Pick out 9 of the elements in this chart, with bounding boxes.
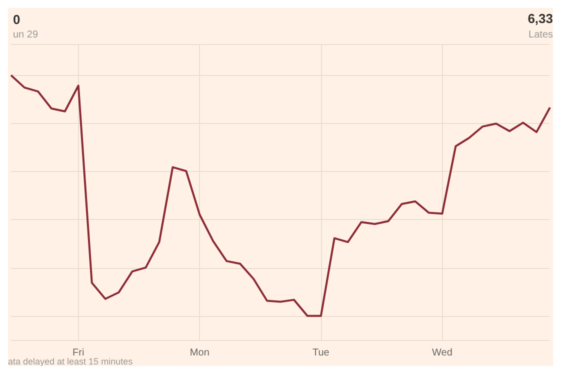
x-tick-label: Tue xyxy=(312,348,330,358)
x-tick-label: Wed xyxy=(432,348,452,358)
x-tick-label: Fri xyxy=(72,348,84,358)
chart-title: 0 xyxy=(13,12,20,27)
x-tick-label: Mon xyxy=(190,348,210,358)
text: Lates xyxy=(528,30,554,40)
text: 6,33 xyxy=(528,11,554,26)
chart-subtitle: un 29 xyxy=(13,30,38,40)
text: ata delayed at least 15 minutes xyxy=(8,356,134,366)
